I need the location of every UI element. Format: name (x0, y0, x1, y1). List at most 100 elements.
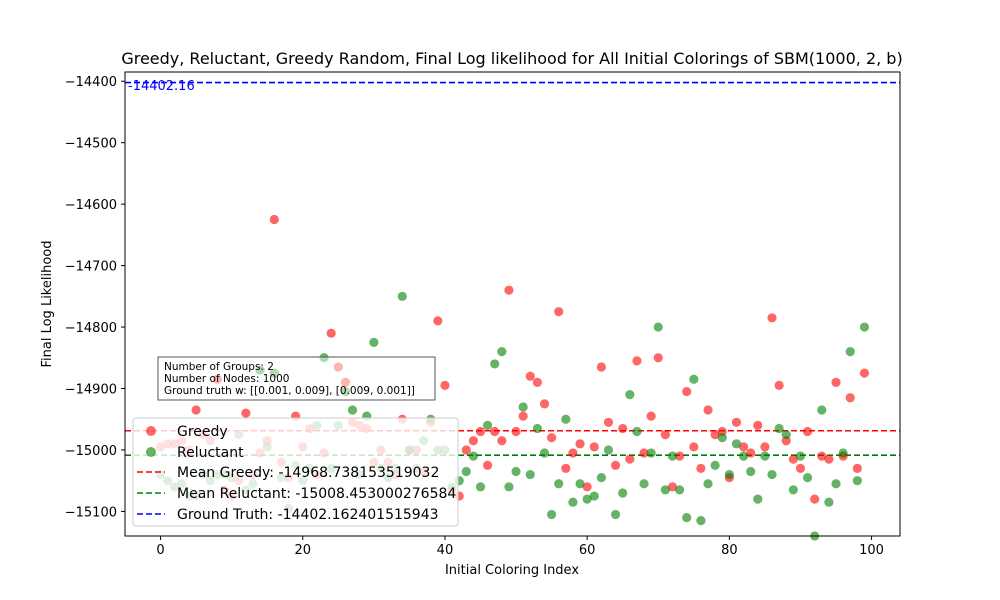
point-greedy (696, 463, 706, 473)
point-reluctant (596, 473, 606, 483)
point-greedy (859, 368, 870, 378)
point-greedy (682, 386, 692, 397)
point-reluctant (603, 445, 614, 455)
point-reluctant (639, 479, 649, 489)
point-greedy (731, 417, 742, 427)
point-reluctant (781, 429, 791, 440)
point-greedy (753, 420, 763, 430)
point-greedy (575, 439, 585, 449)
y-tick-label: −14900 (65, 383, 117, 398)
point-greedy (596, 362, 606, 372)
point-reluctant (738, 451, 749, 461)
x-tick-label: 20 (294, 543, 311, 558)
legend-label-ground-truth: Ground Truth: -14402.162401515943 (177, 507, 439, 523)
point-reluctant (802, 473, 813, 483)
point-reluctant (561, 414, 571, 424)
point-greedy (547, 433, 557, 443)
point-greedy (738, 442, 749, 452)
point-greedy (795, 463, 806, 473)
point-greedy (674, 451, 685, 461)
point-greedy (625, 454, 635, 464)
point-greedy (689, 442, 699, 452)
point-reluctant (511, 466, 521, 477)
x-axis: 0 20 40 60 80 100 (156, 536, 884, 558)
point-greedy (653, 353, 663, 363)
point-reluctant (831, 479, 841, 489)
point-greedy (703, 405, 713, 415)
legend-label-mean-greedy: Mean Greedy: -14968.738153519032 (177, 465, 439, 481)
point-greedy (568, 448, 578, 458)
point-reluctant (724, 469, 734, 480)
legend-marker-reluctant (146, 447, 156, 457)
point-greedy (468, 436, 478, 446)
point-greedy (632, 356, 642, 366)
info-box-line: Ground truth w: [[0.001, 0.009], [0.009,… (164, 385, 415, 397)
point-reluctant (525, 469, 535, 480)
point-reluctant (582, 494, 592, 504)
point-greedy (433, 316, 443, 326)
point-reluctant (610, 509, 621, 520)
point-greedy (831, 377, 841, 387)
point-greedy (610, 460, 621, 470)
point-reluctant (667, 451, 678, 461)
point-reluctant (347, 405, 358, 415)
x-tick-label: 0 (156, 543, 164, 558)
point-reluctant (689, 374, 699, 384)
point-reluctant (817, 405, 827, 415)
point-greedy (639, 448, 649, 458)
point-greedy (490, 426, 500, 437)
point-reluctant (547, 509, 557, 520)
chart-title: Greedy, Reluctant, Greedy Random, Final … (121, 49, 902, 68)
point-reluctant (703, 479, 713, 489)
plot-frame (124, 71, 901, 537)
point-greedy (618, 423, 628, 434)
point-reluctant (774, 423, 784, 434)
point-greedy (667, 482, 678, 492)
point-reluctant (539, 448, 550, 458)
point-greedy (518, 411, 528, 421)
point-greedy (440, 380, 450, 391)
legend-box (132, 417, 459, 527)
point-reluctant (554, 479, 564, 489)
point-greedy (532, 377, 542, 387)
point-reluctant (845, 347, 855, 357)
point-reluctant (746, 466, 756, 477)
point-reluctant (468, 451, 478, 461)
x-tick-label: 100 (859, 543, 884, 558)
point-greedy (511, 426, 521, 437)
info-box: Number of Groups: 2 Number of Nodes: 100… (157, 356, 436, 401)
y-tick-label: −14500 (65, 137, 117, 152)
point-greedy (810, 494, 820, 504)
point-greedy (461, 445, 471, 455)
point-reluctant (518, 402, 528, 412)
point-reluctant (461, 466, 471, 477)
point-reluctant (397, 291, 407, 301)
point-reluctant (589, 491, 599, 501)
ground-truth-annotation: -14402.16 (128, 79, 195, 94)
point-greedy (845, 393, 855, 403)
point-reluctant (497, 347, 507, 357)
point-greedy (475, 426, 486, 437)
point-reluctant (710, 460, 720, 470)
point-reluctant (788, 485, 798, 495)
point-reluctant (838, 448, 848, 458)
point-greedy (760, 442, 770, 452)
point-reluctant (674, 485, 685, 495)
y-tick-label: −14600 (65, 198, 117, 213)
point-greedy (483, 460, 493, 470)
legend-label-mean-reluctant: Mean Reluctant: -15008.453000276584 (177, 486, 456, 502)
point-greedy (817, 451, 827, 461)
point-reluctant (568, 497, 578, 507)
point-reluctant (795, 451, 806, 461)
y-tick-label: −14700 (65, 260, 117, 275)
point-reluctant (490, 359, 500, 369)
point-greedy (241, 408, 251, 418)
point-reluctant (852, 476, 862, 486)
legend-marker-greedy (146, 426, 156, 436)
point-greedy (561, 463, 571, 473)
point-greedy (852, 463, 862, 473)
point-greedy (746, 448, 756, 458)
point-greedy (554, 307, 564, 317)
point-greedy (802, 426, 813, 437)
point-reluctant (504, 482, 514, 492)
